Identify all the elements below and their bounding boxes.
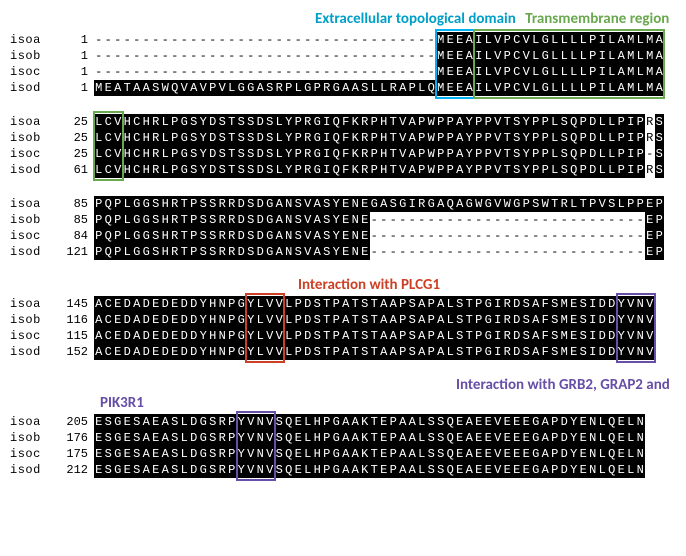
start-position: 61	[60, 162, 88, 178]
sequence: ACEDADEDEDDYHNPGYLVVLPDSTPATSTAAPSAPALST…	[94, 296, 655, 312]
sequence: ESGESAEASLDGSRPYVNVSQELHPGAAKTEPAALSSQEA…	[94, 446, 645, 462]
start-position: 1	[60, 32, 88, 48]
isoform-name: isob	[10, 212, 60, 228]
isoform-name: isoa	[10, 114, 60, 130]
isoform-name: isoc	[10, 328, 60, 344]
isoform-name: isod	[10, 244, 60, 260]
alignment-row: isoa205 ESGESAEASLDGSRPYVNVSQELHPGAAKTEPA…	[10, 414, 676, 430]
alignment-block: isoa145 ACEDADEDEDDYHNPGYLVVLPDSTPATSTAAP…	[10, 296, 676, 360]
start-position: 205	[60, 414, 88, 430]
alignment-row: isoa25 LCVHCHRLPGSYDSTSSDSLYPRGIQFKRPHTVA…	[10, 114, 676, 130]
sequence: PQPLGGSHRTPSSRRDSDGANSVASYENEGASGIRGAQAG…	[94, 196, 664, 212]
isoform-name: isob	[10, 312, 60, 328]
sequence: LCVHCHRLPGSYDSTSSDSLYPRGIQFKRPHTVAPWPPAY…	[94, 146, 664, 162]
start-position: 145	[60, 296, 88, 312]
start-position: 25	[60, 130, 88, 146]
alignment-block: isoa1-----------------------------------…	[10, 32, 676, 96]
alignment-row: isoc1 -----------------------------------…	[10, 64, 676, 80]
alignment-row: isod1 MEATAASWQVAVPVLGGASRPLGPRGAASLLRAPL…	[10, 80, 676, 96]
isoform-name: isob	[10, 130, 60, 146]
isoform-name: isob	[10, 48, 60, 64]
label-interaction-plcg1: Interaction with PLCG1	[100, 276, 676, 294]
sequence: MEATAASWQVAVPVLGGASRPLGPRGAASLLRAPLQMEEA…	[94, 80, 664, 96]
start-position: 1	[60, 80, 88, 96]
sequence-alignment: isoa1-----------------------------------…	[10, 32, 676, 478]
sequence: ESGESAEASLDGSRPYVNVSQELHPGAAKTEPAALSSQEA…	[94, 462, 645, 478]
sequence: ESGESAEASLDGSRPYVNVSQELHPGAAKTEPAALSSQEA…	[94, 414, 645, 430]
alignment-block: isoa205 ESGESAEASLDGSRPYVNVSQELHPGAAKTEPA…	[10, 414, 676, 478]
alignment-row: isod152 ACEDADEDEDDYHNPGYLVVLPDSTPATSTAAP…	[10, 344, 676, 360]
alignment-row: isoa85 PQPLGGSHRTPSSRRDSDGANSVASYENEGASGI…	[10, 196, 676, 212]
isoform-name: isoa	[10, 196, 60, 212]
isoform-name: isoc	[10, 228, 60, 244]
label-transmembrane: Transmembrane region	[525, 10, 669, 28]
start-position: 121	[60, 244, 88, 260]
alignment-block: isoa25 LCVHCHRLPGSYDSTSSDSLYPRGIQFKRPHTVA…	[10, 114, 676, 178]
isoform-name: isob	[10, 430, 60, 446]
alignment-row: isob25 LCVHCHRLPGSYDSTSSDSLYPRGIQFKRPHTVA…	[10, 130, 676, 146]
isoform-name: isoc	[10, 64, 60, 80]
alignment-row: isob85 PQPLGGSHRTPSSRRDSDGANSVASYENE-----…	[10, 212, 676, 228]
label-extracellular: Extracellular topological domain	[315, 10, 516, 28]
alignment-row: isoc25 LCVHCHRLPGSYDSTSSDSLYPRGIQFKRPHTVA…	[10, 146, 676, 162]
alignment-row: isob116 ACEDADEDEDDYHNPGYLVVLPDSTPATSTAAP…	[10, 312, 676, 328]
label-grb2-text: Interaction with GRB2, GRAP2 and PIK3R1	[100, 376, 670, 412]
alignment-row: isob1 -----------------------------------…	[10, 48, 676, 64]
alignment-row: isod121 PQPLGGSHRTPSSRRDSDGANSVASYENE----…	[10, 244, 676, 260]
start-position: 176	[60, 430, 88, 446]
isoform-name: isoa	[10, 414, 60, 430]
header-region-labels: Extracellular topological domain Transme…	[100, 10, 676, 28]
isoform-name: isod	[10, 80, 60, 96]
sequence: LCVHCHRLPGSYDSTSSDSLYPRGIQFKRPHTVAPWPPAY…	[94, 114, 664, 130]
sequence: ESGESAEASLDGSRPYVNVSQELHPGAAKTEPAALSSQEA…	[94, 430, 645, 446]
start-position: 1	[60, 48, 88, 64]
sequence: LCVHCHRLPGSYDSTSSDSLYPRGIQFKRPHTVAPWPPAY…	[94, 130, 664, 146]
label-interaction-grb2: Interaction with GRB2, GRAP2 and PIK3R1	[100, 376, 676, 412]
start-position: 115	[60, 328, 88, 344]
start-position: 175	[60, 446, 88, 462]
sequence: ACEDADEDEDDYHNPGYLVVLPDSTPATSTAAPSAPALST…	[94, 344, 655, 360]
alignment-row: isoc175 ESGESAEASLDGSRPYVNVSQELHPGAAKTEPA…	[10, 446, 676, 462]
sequence: ------------------------------------MEEA…	[94, 64, 664, 80]
alignment-row: isod61 LCVHCHRLPGSYDSTSSDSLYPRGIQFKRPHTVA…	[10, 162, 676, 178]
sequence: ACEDADEDEDDYHNPGYLVVLPDSTPATSTAAPSAPALST…	[94, 328, 655, 344]
start-position: 1	[60, 64, 88, 80]
start-position: 116	[60, 312, 88, 328]
start-position: 84	[60, 228, 88, 244]
start-position: 212	[60, 462, 88, 478]
start-position: 85	[60, 196, 88, 212]
start-position: 25	[60, 146, 88, 162]
isoform-name: isod	[10, 162, 60, 178]
label-plcg1-text: Interaction with PLCG1	[298, 276, 440, 294]
alignment-row: isoc84 PQPLGGSHRTPSSRRDSDGANSVASYENE-----…	[10, 228, 676, 244]
start-position: 85	[60, 212, 88, 228]
isoform-name: isoa	[10, 32, 60, 48]
isoform-name: isoa	[10, 296, 60, 312]
start-position: 152	[60, 344, 88, 360]
sequence: ACEDADEDEDDYHNPGYLVVLPDSTPATSTAAPSAPALST…	[94, 312, 655, 328]
sequence: PQPLGGSHRTPSSRRDSDGANSVASYENE-----------…	[94, 212, 664, 228]
sequence: ------------------------------------MEEA…	[94, 32, 664, 48]
start-position: 25	[60, 114, 88, 130]
alignment-block: isoa85 PQPLGGSHRTPSSRRDSDGANSVASYENEGASGI…	[10, 196, 676, 260]
isoform-name: isod	[10, 462, 60, 478]
sequence: PQPLGGSHRTPSSRRDSDGANSVASYENE-----------…	[94, 244, 664, 260]
isoform-name: isoc	[10, 146, 60, 162]
alignment-row: isod212 ESGESAEASLDGSRPYVNVSQELHPGAAKTEPA…	[10, 462, 676, 478]
sequence: ------------------------------------MEEA…	[94, 48, 664, 64]
sequence: PQPLGGSHRTPSSRRDSDGANSVASYENE-----------…	[94, 228, 664, 244]
alignment-row: isoa145 ACEDADEDEDDYHNPGYLVVLPDSTPATSTAAP…	[10, 296, 676, 312]
alignment-row: isoa1 -----------------------------------…	[10, 32, 676, 48]
alignment-row: isob176 ESGESAEASLDGSRPYVNVSQELHPGAAKTEPA…	[10, 430, 676, 446]
alignment-row: isoc115 ACEDADEDEDDYHNPGYLVVLPDSTPATSTAAP…	[10, 328, 676, 344]
isoform-name: isoc	[10, 446, 60, 462]
isoform-name: isod	[10, 344, 60, 360]
sequence: LCVHCHRLPGSYDSTSSDSLYPRGIQFKRPHTVAPWPPAY…	[94, 162, 664, 178]
